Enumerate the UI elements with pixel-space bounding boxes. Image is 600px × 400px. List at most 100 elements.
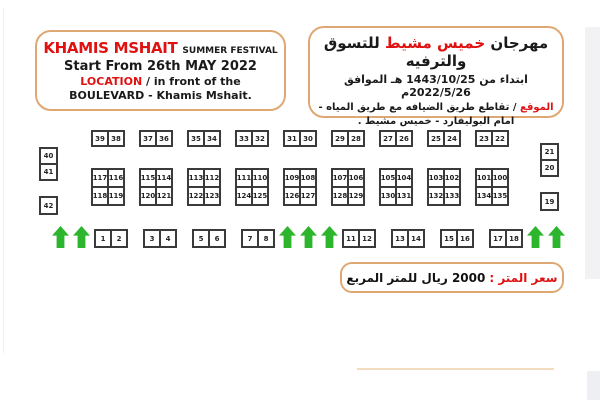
booth-29: 29 (333, 132, 347, 145)
booth-118: 118 (93, 186, 107, 204)
booth-101: 101 (477, 170, 491, 186)
booth-pair: 35 34 (187, 130, 221, 147)
booth-22: 22 (491, 132, 507, 145)
booth-stack: 40 41 (39, 147, 58, 181)
booth-104: 104 (395, 170, 411, 186)
booth-pair: 33 32 (235, 130, 269, 147)
booth-7: 7 (243, 231, 257, 246)
booth-15: 15 (442, 231, 456, 246)
booth-42: 42 (39, 196, 58, 215)
booth-131: 131 (395, 186, 411, 204)
booth-33: 33 (237, 132, 251, 145)
booth-16: 16 (456, 231, 472, 246)
booth-128: 128 (333, 186, 347, 204)
booth-11: 11 (344, 231, 358, 246)
booth-block: 111 110 124 125 (235, 168, 269, 206)
booth-40: 40 (41, 149, 56, 163)
booth-12: 12 (358, 231, 374, 246)
booth-106: 106 (347, 170, 363, 186)
booth-pair: 37 36 (139, 130, 173, 147)
header-english: KHAMIS MSHAIT SUMMER FESTIVAL Start From… (35, 30, 286, 111)
entrance-arrow-icon (279, 226, 296, 248)
booth-36: 36 (155, 132, 171, 145)
start-date-en: Start From 26th MAY 2022 (64, 59, 257, 74)
booth-pair: 39 38 (91, 130, 125, 147)
booth-133: 133 (443, 186, 459, 204)
booth-112: 112 (203, 170, 219, 186)
booth-39: 39 (93, 132, 107, 145)
booth-pair: 29 28 (331, 130, 365, 147)
price-value: 2000 ريال للمتر المربع (346, 270, 486, 285)
entrance-arrow-icon (300, 226, 317, 248)
booth-14: 14 (407, 231, 423, 246)
booth-135: 135 (491, 186, 507, 204)
booth-block: 101 100 134 135 (475, 168, 509, 206)
booth-124: 124 (237, 186, 251, 204)
booth-41: 41 (41, 163, 56, 179)
booth-34: 34 (203, 132, 219, 145)
booth-6: 6 (208, 231, 224, 246)
booth-pair: 11 12 (342, 229, 376, 248)
booth-121: 121 (155, 186, 171, 204)
booth-100: 100 (491, 170, 507, 186)
festival-title-ar: مهرجان خميس مشيط للتسوق والترفيه (310, 34, 562, 70)
booth-19: 19 (540, 192, 559, 211)
page-edge-left (3, 8, 4, 353)
booth-block: 117 116 118 119 (91, 168, 125, 206)
location-ar: الموقع / تقاطع طريق الضيافه مع طريق المي… (310, 101, 562, 128)
booth-126: 126 (285, 186, 299, 204)
header-arabic: مهرجان خميس مشيط للتسوق والترفيه ابتداء … (308, 26, 564, 127)
booth-26: 26 (395, 132, 411, 145)
booth-row-middle: 117 116 118 119 115 114 120 121 113 112 122 123 111 1… (91, 168, 509, 206)
booth-28: 28 (347, 132, 363, 145)
booth-103: 103 (429, 170, 443, 186)
booth-17: 17 (491, 231, 505, 246)
booth-125: 125 (251, 186, 267, 204)
booth-block: 107 106 128 129 (331, 168, 365, 206)
booth-row-top: 39 38 37 36 35 34 33 32 31 30 29 28 27 26 25 24 23 22 (91, 130, 509, 147)
booth-column-left: 40 41 42 (39, 147, 58, 215)
booth-block: 103 102 132 133 (427, 168, 461, 206)
booth-18: 18 (505, 231, 521, 246)
faint-divider (357, 368, 554, 370)
entrance-arrow-icon (73, 226, 90, 248)
booth-20: 20 (542, 159, 557, 175)
location-text-ar: / تقاطع طريق الضيافه مع طريق المياه - ام… (318, 102, 517, 127)
entrance-arrow-icon (52, 226, 69, 248)
booth-pair: 17 18 (489, 229, 523, 248)
booth-pair: 13 14 (391, 229, 425, 248)
page-margin-right (585, 27, 600, 279)
booth-pair: 25 24 (427, 130, 461, 147)
booth-114: 114 (155, 170, 171, 186)
booth-115: 115 (141, 170, 155, 186)
booth-block: 115 114 120 121 (139, 168, 173, 206)
booth-108: 108 (299, 170, 315, 186)
booth-block: 105 104 130 131 (379, 168, 413, 206)
booth-102: 102 (443, 170, 459, 186)
booth-110: 110 (251, 170, 267, 186)
booth-30: 30 (299, 132, 315, 145)
festival-title-en: KHAMIS MSHAIT SUMMER FESTIVAL (37, 39, 284, 57)
booth-105: 105 (381, 170, 395, 186)
booth-13: 13 (393, 231, 407, 246)
price-label: سعر المتر : (489, 270, 558, 285)
booth-134: 134 (477, 186, 491, 204)
booth-5: 5 (194, 231, 208, 246)
entrance-arrow-icon (321, 226, 338, 248)
booth-21: 21 (542, 145, 557, 159)
booth-stack: 21 20 (540, 143, 559, 177)
booth-8: 8 (257, 231, 273, 246)
entrance-arrow-icon (527, 226, 544, 248)
booth-120: 120 (141, 186, 155, 204)
location-label-en: LOCATION (80, 75, 143, 88)
booth-132: 132 (429, 186, 443, 204)
booth-block: 113 112 122 123 (187, 168, 221, 206)
booth-pair: 23 22 (475, 130, 509, 147)
location-en: LOCATION / in front of the BOULEVARD - K… (37, 75, 284, 104)
booth-111: 111 (237, 170, 251, 186)
booth-129: 129 (347, 186, 363, 204)
booth-4: 4 (159, 231, 175, 246)
booth-block: 109 108 126 127 (283, 168, 317, 206)
